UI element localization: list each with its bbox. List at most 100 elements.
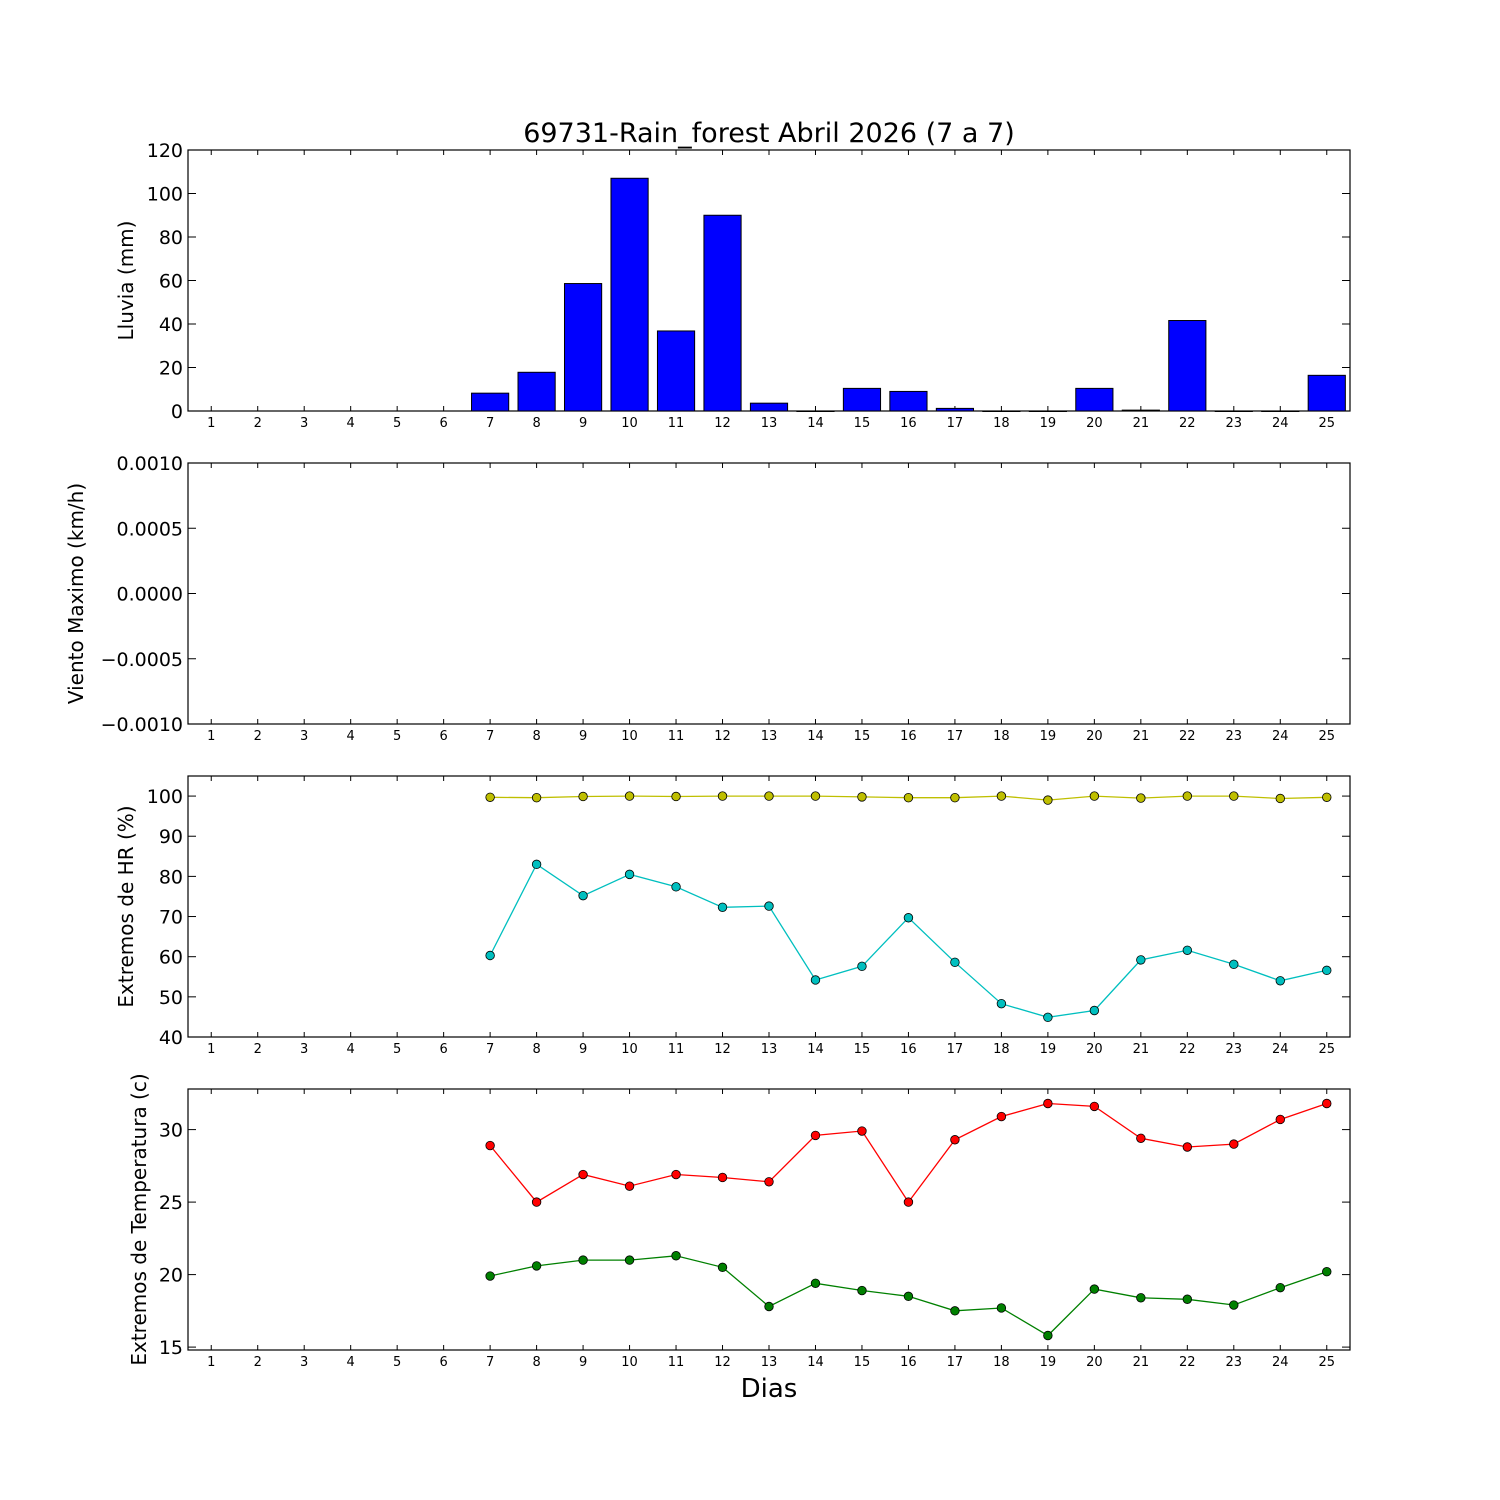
y-tick-label: 15 (159, 1337, 183, 1359)
x-tick-label: 3 (300, 1042, 308, 1057)
x-tick-label: 13 (761, 416, 778, 431)
x-tick-label: 11 (668, 1355, 685, 1370)
x-tick-label: 20 (1086, 1042, 1103, 1057)
x-tick-label: 1 (207, 729, 215, 744)
x-tick-label: 23 (1226, 1355, 1243, 1370)
bar-day-23 (1214, 410, 1253, 412)
point-series-2-day-16 (903, 1291, 914, 1302)
x-tick-label: 9 (579, 729, 587, 744)
point-series-1-day-25 (1322, 1098, 1332, 1109)
series-line-1 (489, 1102, 1328, 1204)
point-series-2-day-11 (671, 1251, 681, 1261)
x-tick-label: 22 (1179, 729, 1196, 744)
bar-day-14 (796, 410, 835, 412)
x-tick-label: 12 (714, 1042, 731, 1057)
point-series-2-day-14 (810, 975, 821, 985)
point-series-1-day-20 (1089, 1101, 1100, 1112)
point-series-2-day-24 (1275, 1282, 1285, 1293)
x-tick-label: 21 (1133, 416, 1150, 431)
y-axis-label: Lluvia (mm) (114, 221, 138, 341)
x-tick-label: 20 (1086, 729, 1103, 744)
y-tick-label: 25 (159, 1192, 183, 1214)
x-tick-label: 4 (347, 1355, 355, 1370)
bar-day-25 (1307, 374, 1346, 412)
point-series-2-day-22 (1182, 945, 1193, 955)
x-tick-label: 5 (393, 416, 401, 431)
x-tick-label: 2 (254, 729, 262, 744)
panel-2: 1 2 3 4 5 6 7 8 9 10 11 12 13 14 15 16 17 18 19 20 21 22 23 24 2… (64, 453, 1351, 744)
x-tick-label: 18 (993, 1355, 1010, 1370)
panels: 1 2 3 4 5 6 7 8 9 10 11 12 13 14 15 16 17 18 19 20 21 22 23 24 2… (64, 140, 1351, 1370)
point-series-2-day-7 (485, 1271, 495, 1281)
point-series-2-day-9 (578, 1255, 588, 1265)
x-tick-label: 20 (1086, 416, 1103, 431)
x-tick-label: 7 (486, 1042, 494, 1057)
bar-day-9 (563, 283, 603, 412)
x-tick-label: 25 (1318, 729, 1335, 744)
x-axis-label: Dias (741, 1374, 798, 1404)
point-series-2-day-16 (903, 913, 914, 923)
point-series-1-day-9 (578, 791, 588, 802)
x-tick-label: 6 (439, 416, 447, 431)
x-tick-label: 17 (947, 1042, 964, 1057)
point-series-2-day-24 (1275, 976, 1285, 986)
x-tick-label: 4 (347, 1042, 355, 1057)
x-tick-label: 16 (900, 1355, 917, 1370)
point-series-2-day-7 (485, 950, 495, 961)
x-tick-label: 18 (993, 416, 1010, 431)
point-series-2-day-22 (1182, 1294, 1193, 1304)
x-tick-label: 22 (1179, 1042, 1196, 1057)
x-tick-label: 2 (254, 1042, 262, 1057)
y-axis-label: Viento Maximo (km/h) (64, 483, 88, 704)
x-tick-label: 11 (668, 729, 685, 744)
bar-day-18 (982, 410, 1021, 412)
point-series-1-day-21 (1136, 793, 1146, 803)
x-tick-label: 10 (621, 1355, 638, 1370)
point-series-2-day-25 (1322, 1266, 1332, 1277)
x-tick-label: 15 (854, 1355, 871, 1370)
x-tick-label: 3 (300, 1355, 308, 1370)
x-tick-label: 22 (1179, 416, 1196, 431)
point-series-1-day-7 (485, 1140, 495, 1151)
point-series-1-day-17 (950, 1135, 960, 1145)
panel-1: 1 2 3 4 5 6 7 8 9 10 11 12 13 14 15 16 17 18 19 20 21 22 23 24 2… (114, 140, 1351, 431)
point-series-2-day-17 (950, 957, 960, 968)
x-tick-label: 8 (532, 1355, 540, 1370)
x-tick-label: 22 (1179, 1355, 1196, 1370)
y-tick-label: 0 (171, 401, 183, 423)
point-series-1-day-18 (996, 791, 1007, 801)
point-series-1-day-10 (624, 791, 635, 801)
point-series-2-day-19 (1043, 1012, 1053, 1023)
x-tick-label: 10 (621, 1042, 638, 1057)
x-tick-label: 5 (393, 729, 401, 744)
point-series-1-day-24 (1275, 793, 1285, 804)
y-tick-label: 100 (147, 786, 183, 808)
point-series-2-day-21 (1136, 1293, 1146, 1303)
point-series-1-day-13 (764, 1177, 774, 1187)
bar-day-16 (889, 390, 928, 412)
plot-frame (187, 462, 1351, 725)
y-tick-label: 120 (147, 140, 183, 162)
x-tick-label: 18 (993, 1042, 1010, 1057)
x-tick-label: 8 (532, 729, 540, 744)
point-series-1-day-23 (1229, 1139, 1239, 1149)
x-tick-label: 2 (254, 1355, 262, 1370)
x-tick-label: 10 (621, 416, 638, 431)
y-axis-label: Extremos de Temperatura (c) (127, 1073, 151, 1365)
y-tick-label: 60 (159, 271, 183, 293)
point-series-2-day-23 (1229, 1300, 1239, 1310)
x-tick-label: 7 (486, 1355, 494, 1370)
x-tick-label: 19 (1040, 1355, 1057, 1370)
point-series-2-day-9 (578, 890, 588, 901)
x-tick-label: 16 (900, 729, 917, 744)
x-tick-label: 4 (347, 416, 355, 431)
x-tick-label: 19 (1040, 416, 1057, 431)
x-tick-label: 12 (714, 1355, 731, 1370)
x-tick-label: 10 (621, 729, 638, 744)
y-tick-label: 40 (159, 1027, 183, 1049)
x-tick-label: 20 (1086, 1355, 1103, 1370)
x-tick-label: 12 (714, 729, 731, 744)
point-series-1-day-25 (1322, 792, 1332, 802)
point-series-2-day-25 (1322, 965, 1332, 976)
